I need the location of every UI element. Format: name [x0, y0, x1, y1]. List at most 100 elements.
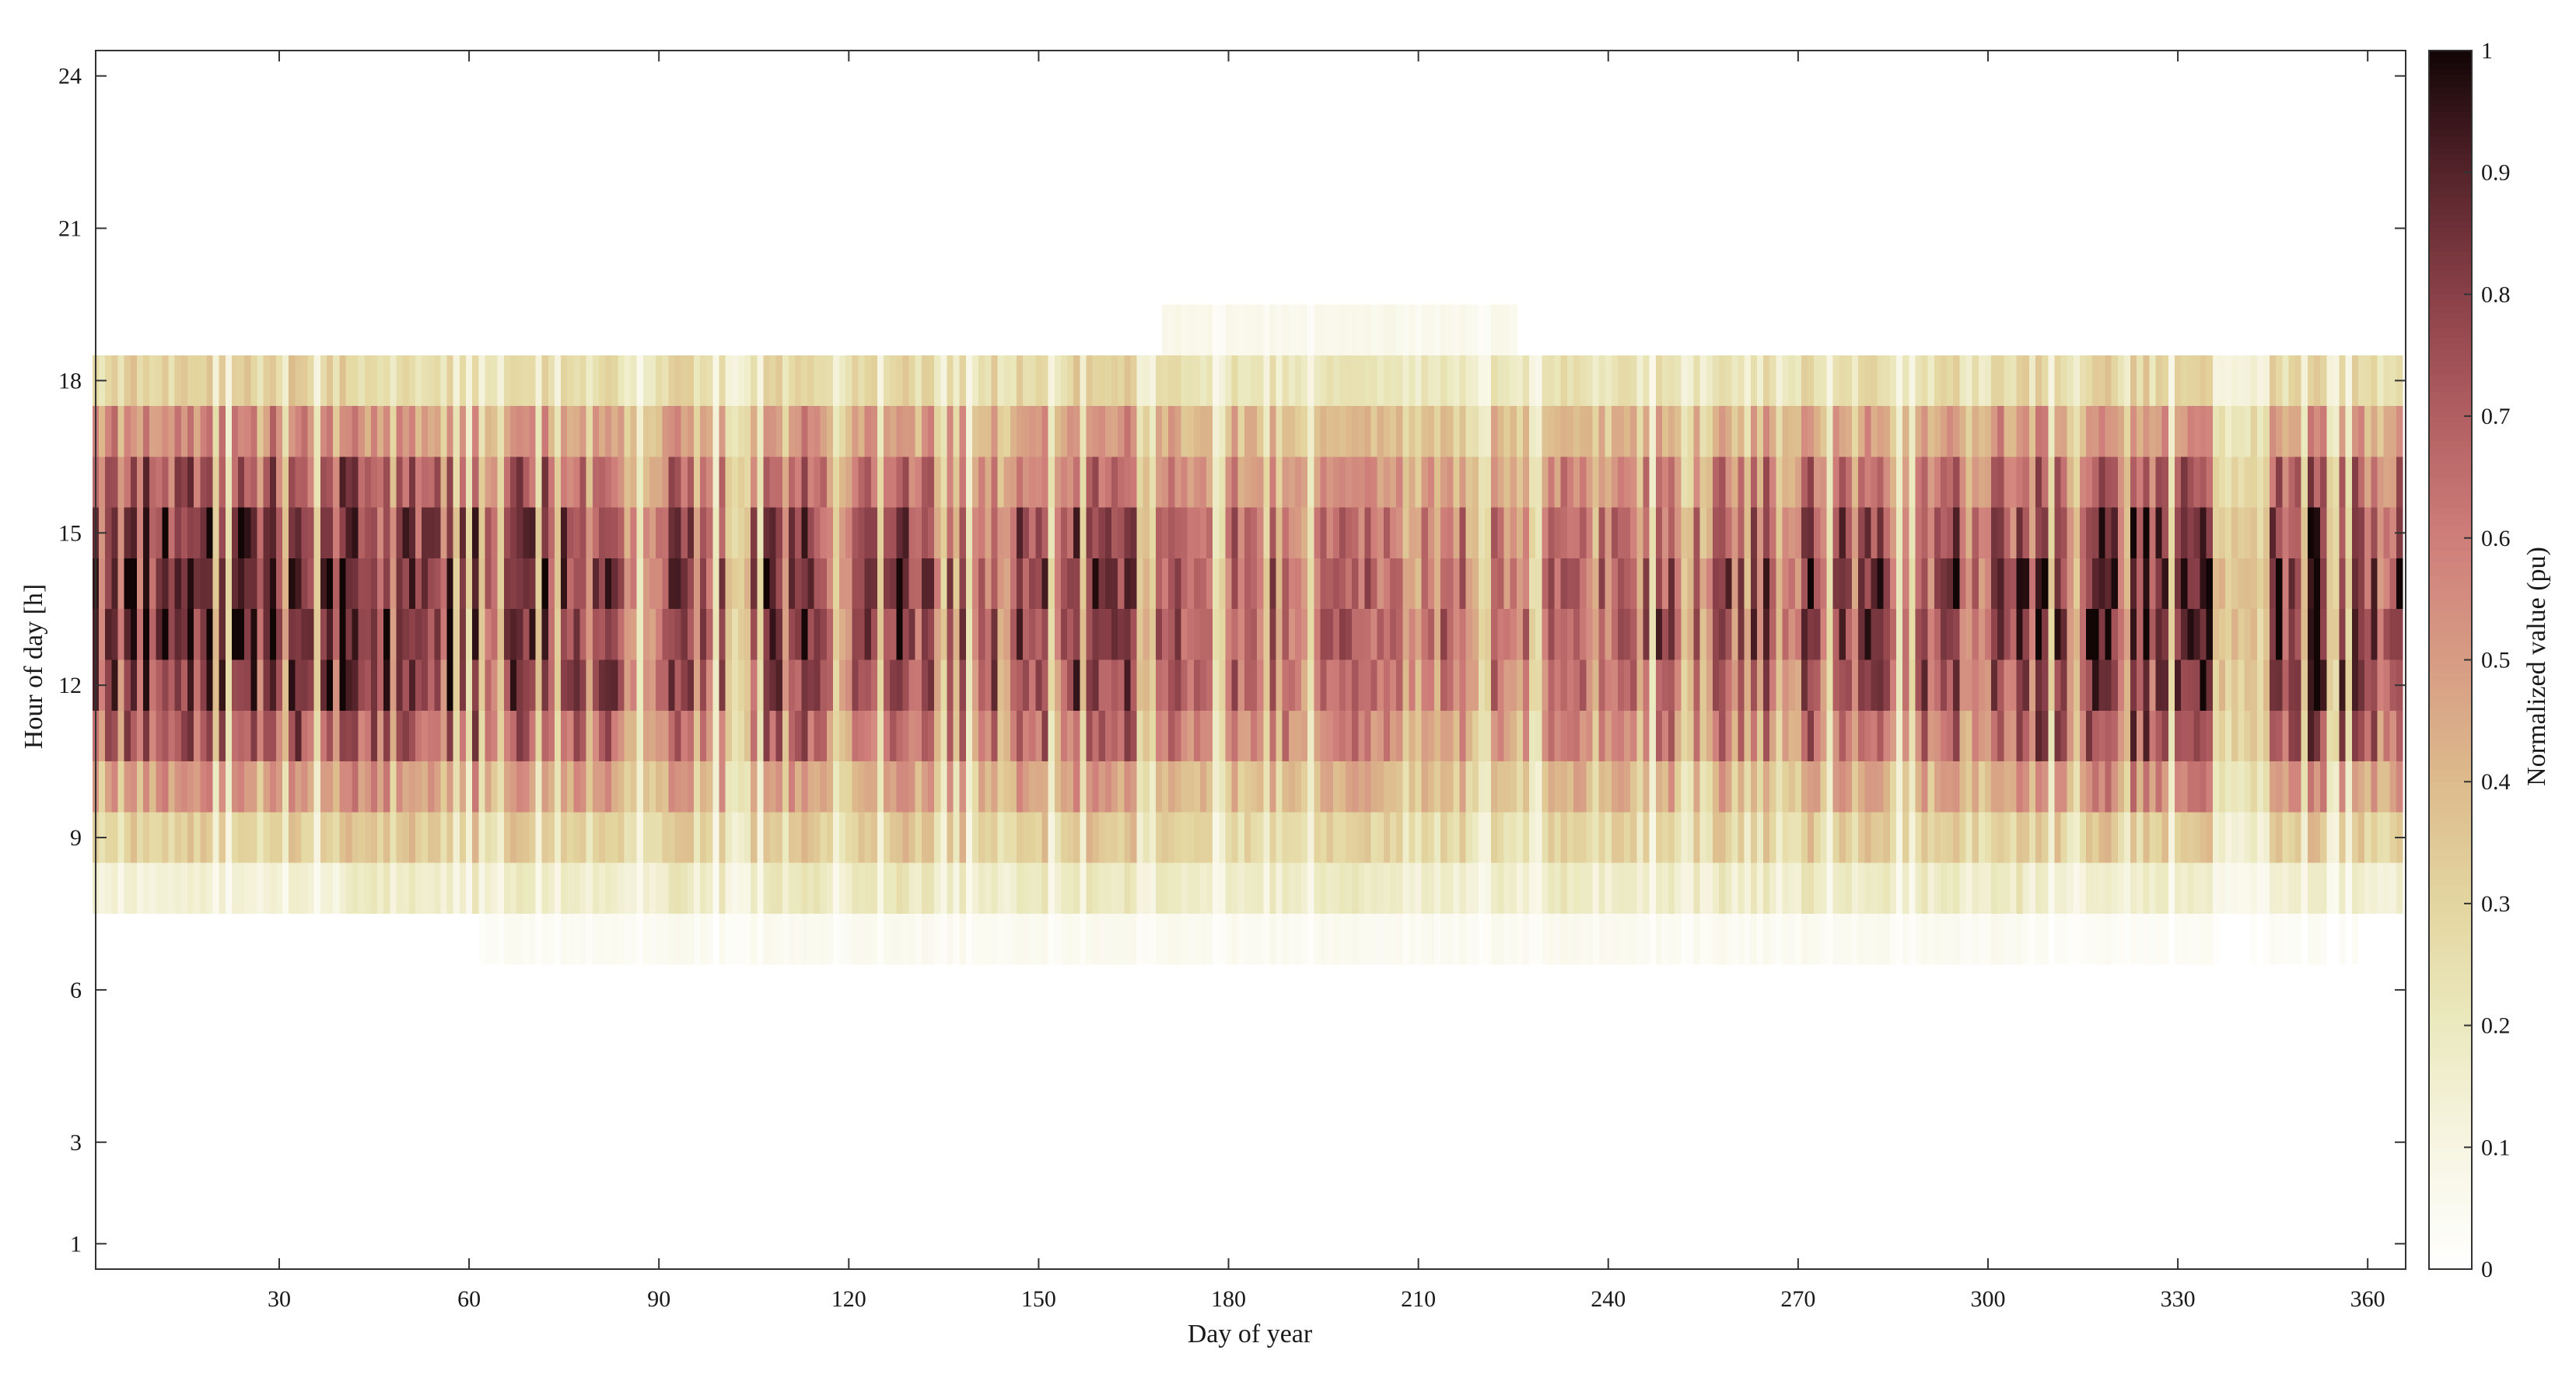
colorbar-segment — [2429, 1098, 2472, 1106]
heatmap-cell — [1421, 761, 1429, 813]
colorbar-segment — [2429, 812, 2472, 819]
heatmap-cell — [908, 913, 916, 965]
heatmap-cell — [1808, 761, 1815, 813]
heatmap-cell — [1503, 609, 1511, 660]
heatmap-cell — [2218, 812, 2226, 863]
heatmap-cell — [1953, 406, 1960, 457]
heatmap-cell — [295, 710, 303, 762]
heatmap-cell — [275, 355, 283, 407]
heatmap-cell — [1263, 507, 1271, 558]
heatmap-cell — [1529, 862, 1536, 914]
heatmap-cell — [1485, 355, 1492, 407]
heatmap-cell — [1738, 862, 1745, 914]
heatmap-cell — [1852, 913, 1859, 965]
heatmap-cell — [516, 812, 523, 863]
heatmap-cell — [1339, 456, 1346, 508]
heatmap-cell — [529, 761, 537, 813]
heatmap-cell — [719, 507, 726, 558]
heatmap-cell — [1225, 862, 1233, 914]
heatmap-cell — [1174, 507, 1182, 558]
heatmap-cell — [1314, 456, 1321, 508]
heatmap-cell — [225, 659, 233, 711]
heatmap-cell — [1535, 355, 1542, 407]
heatmap-cell — [2042, 659, 2049, 711]
heatmap-cell — [1282, 304, 1290, 355]
heatmap-cell — [219, 406, 226, 457]
heatmap-cell — [1104, 355, 1112, 407]
heatmap-cell — [1611, 862, 1619, 914]
heatmap-cell — [244, 558, 251, 610]
heatmap-cell — [320, 862, 327, 914]
heatmap-cell — [1675, 355, 1682, 407]
heatmap-cell — [1453, 304, 1461, 355]
heatmap-cell — [1573, 558, 1580, 610]
heatmap-cell — [535, 609, 543, 660]
heatmap-cell — [1668, 406, 1675, 457]
heatmap-cell — [1288, 507, 1296, 558]
colorbar-segment — [2429, 799, 2472, 807]
heatmap-cell — [687, 507, 695, 558]
heatmap-cell — [1782, 355, 1790, 407]
heatmap-cell — [1497, 812, 1505, 863]
heatmap-cell — [548, 558, 555, 610]
heatmap-cell — [2187, 710, 2195, 762]
heatmap-cell — [1098, 558, 1106, 610]
heatmap-cell — [1421, 862, 1429, 914]
heatmap-cell — [934, 659, 941, 711]
heatmap-cell — [1826, 456, 1834, 508]
heatmap-cell — [2105, 406, 2112, 457]
heatmap-cell — [896, 862, 904, 914]
heatmap-cell — [1332, 710, 1340, 762]
heatmap-cell — [725, 862, 733, 914]
heatmap-cell — [1852, 507, 1859, 558]
heatmap-cell — [561, 659, 568, 711]
heatmap-cell — [1491, 761, 1498, 813]
heatmap-cell — [1453, 507, 1461, 558]
heatmap-cell — [333, 507, 340, 558]
heatmap-cell — [1307, 558, 1314, 610]
heatmap-cell — [561, 812, 568, 863]
heatmap-cell — [503, 913, 511, 965]
heatmap-cell — [744, 913, 751, 965]
heatmap-cell — [1522, 913, 1530, 965]
heatmap-cell — [1415, 862, 1423, 914]
heatmap-cell — [2067, 609, 2074, 660]
heatmap-cell — [2130, 406, 2137, 457]
heatmap-cell — [1332, 456, 1340, 508]
heatmap-cell — [1219, 456, 1227, 508]
heatmap-cell — [2357, 558, 2365, 610]
heatmap-cell — [1864, 710, 1872, 762]
heatmap-cell — [422, 609, 429, 660]
heatmap-cell — [1491, 913, 1498, 965]
heatmap-cell — [1630, 862, 1637, 914]
heatmap-cell — [333, 558, 340, 610]
heatmap-cell — [1288, 355, 1296, 407]
heatmap-cell — [459, 456, 467, 508]
heatmap-cell — [649, 812, 656, 863]
heatmap-cell — [1364, 761, 1372, 813]
heatmap-cell — [554, 913, 562, 965]
heatmap-cell — [1820, 761, 1828, 813]
heatmap-cell — [2035, 558, 2042, 610]
heatmap-cell — [1143, 507, 1150, 558]
heatmap-cell — [1433, 406, 1441, 457]
heatmap-cell — [2276, 558, 2283, 610]
heatmap-cell — [801, 710, 809, 762]
heatmap-cell — [1883, 456, 1891, 508]
heatmap-cell — [523, 761, 530, 813]
heatmap-cell — [561, 355, 568, 407]
heatmap-cell — [769, 659, 777, 711]
heatmap-cell — [2294, 609, 2302, 660]
heatmap-cell — [339, 761, 347, 813]
heatmap-cell — [1845, 355, 1853, 407]
heatmap-cell — [2035, 913, 2042, 965]
heatmap-cell — [225, 355, 233, 407]
heatmap-cell — [934, 812, 941, 863]
heatmap-cell — [1681, 406, 1689, 457]
heatmap-cell — [1440, 558, 1447, 610]
colorbar-segment — [2429, 1208, 2472, 1215]
heatmap-cell — [1661, 406, 1669, 457]
heatmap-cell — [1219, 761, 1227, 813]
heatmap-cell — [1915, 761, 1923, 813]
heatmap-cell — [997, 812, 1005, 863]
